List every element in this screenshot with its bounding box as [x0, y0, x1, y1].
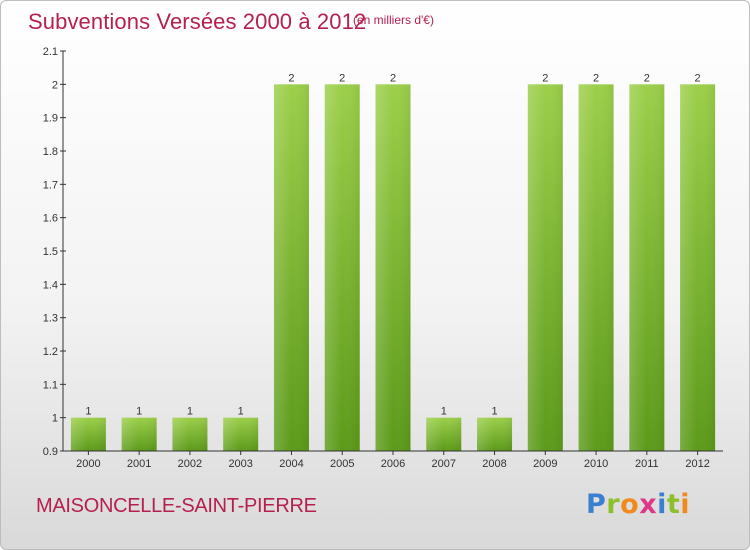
chart-title: Subventions Versées 2000 à 2012: [28, 9, 367, 34]
y-tick-label: 2.1: [43, 46, 58, 58]
bar-highlight: [680, 84, 716, 451]
bar-data-label: 1: [136, 406, 142, 418]
x-tick-label: 2009: [533, 458, 557, 470]
x-tick-label: 2010: [584, 458, 608, 470]
bar-highlight: [375, 84, 411, 451]
bar-data-label: 1: [491, 406, 497, 418]
proxiti-logo: Proxiti: [586, 489, 691, 520]
x-tick-label: 2000: [76, 458, 100, 470]
bar-data-label: 2: [339, 72, 345, 84]
y-tick-label: 1.7: [43, 179, 58, 191]
x-tick-label: 2004: [279, 458, 303, 470]
y-tick-label: 1.9: [43, 113, 58, 125]
bar-data-label: 1: [85, 406, 91, 418]
bar-data-label: 1: [187, 406, 193, 418]
chart-unit: (en milliers d'€): [353, 13, 434, 27]
x-tick-label: 2005: [330, 458, 354, 470]
bar-highlight: [629, 84, 665, 451]
commune-name: MAISONCELLE-SAINT-PIERRE: [36, 495, 317, 517]
bar-highlight: [324, 84, 360, 451]
bar-data-label: 1: [238, 406, 244, 418]
x-tick-label: 2008: [482, 458, 506, 470]
bar-highlight: [527, 84, 563, 451]
bar-highlight: [121, 417, 157, 451]
bar-data-label: 1: [441, 406, 447, 418]
bar-highlight: [172, 417, 208, 451]
y-tick-label: 1.5: [43, 246, 58, 258]
y-tick-label: 1.4: [43, 279, 58, 291]
y-tick-label: 1.8: [43, 146, 58, 158]
bar-data-label: 2: [593, 72, 599, 84]
y-tick-label: 1.2: [43, 346, 58, 358]
y-tick-label: 1.1: [43, 379, 58, 391]
bar-highlight: [223, 417, 259, 451]
x-tick-label: 2003: [228, 458, 252, 470]
y-tick-label: 1.3: [43, 313, 58, 325]
bar-data-label: 2: [542, 72, 548, 84]
y-tick-label: 0.9: [43, 446, 58, 458]
bar-highlight: [70, 417, 106, 451]
bar-data-label: 2: [390, 72, 396, 84]
y-tick-label: 1.6: [43, 213, 58, 225]
bar-highlight: [477, 417, 513, 451]
y-tick-label: 1: [52, 413, 58, 425]
bar-highlight: [578, 84, 614, 451]
bar-highlight: [273, 84, 309, 451]
x-tick-label: 2011: [635, 458, 659, 470]
x-tick-label: 2001: [127, 458, 151, 470]
bar-highlight: [426, 417, 462, 451]
bar-data-label: 2: [644, 72, 650, 84]
bars: 1 1 1 1 2 2 2 1 1 2 2 2 2: [70, 72, 716, 451]
x-tick-label: 2006: [381, 458, 405, 470]
x-tick-label: 2012: [685, 458, 709, 470]
y-axis: 0.9 1 1.1 1.2 1.3 1.4 1.5 1.6 1.7 1.8 1.9 2 2.1: [43, 46, 66, 458]
y-tick-label: 2: [52, 79, 58, 91]
bar-data-label: 2: [695, 72, 701, 84]
x-tick-label: 2007: [432, 458, 456, 470]
bar-data-label: 2: [288, 72, 294, 84]
x-tick-label: 2002: [178, 458, 202, 470]
x-axis: 2000 2001 2002 2003 2004 2005 2006 2007 2008 2009…: [63, 450, 723, 470]
